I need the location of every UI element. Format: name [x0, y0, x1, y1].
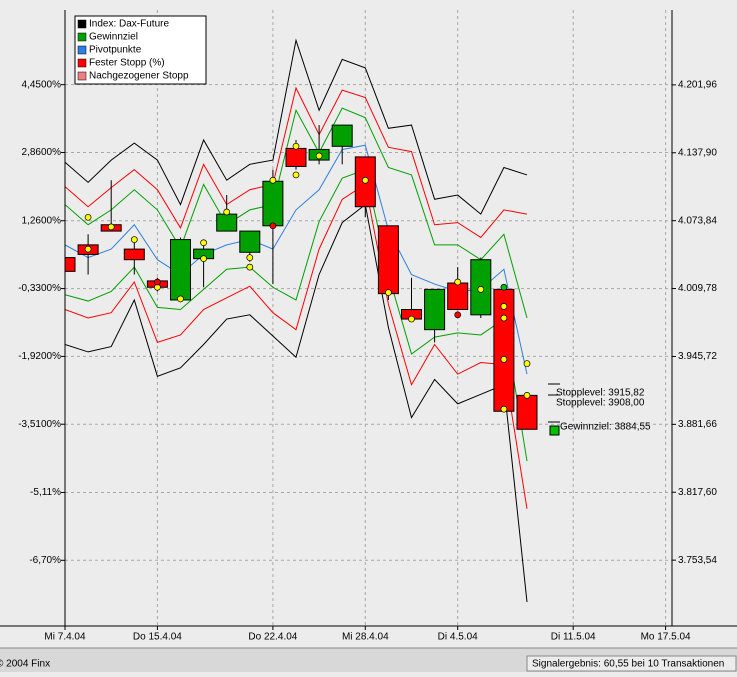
candle-body	[447, 282, 469, 311]
series-line	[65, 107, 528, 319]
y-tick-label: -3,5100%	[18, 419, 61, 430]
signal-marker	[454, 278, 462, 286]
y2-tick-label: 3.945,72	[678, 351, 717, 362]
y2-tick-label: 4.073,84	[678, 215, 717, 226]
legend-label: Gewinnziel	[89, 32, 138, 43]
signal-marker	[269, 222, 277, 230]
signal-marker	[107, 223, 115, 231]
y2-tick-label: 3.881,66	[678, 419, 717, 430]
series-line	[65, 38, 528, 215]
y-tick-label: 2,8600%	[22, 147, 62, 158]
signal-marker	[500, 405, 508, 413]
annotation: Stopplevel: 3915,82	[556, 388, 645, 399]
signal-marker	[292, 142, 300, 150]
x-tick-label: Mo 17.5.04	[641, 632, 691, 643]
series-line	[65, 203, 528, 603]
legend-swatch	[77, 32, 87, 42]
candle-body	[516, 394, 538, 430]
signal-marker	[292, 171, 300, 179]
signal-marker	[200, 239, 207, 247]
x-tick-label: Mi 7.4.04	[44, 632, 86, 643]
signal-marker	[361, 176, 369, 184]
x-tick-label: Do 22.4.04	[248, 632, 297, 643]
candle-body	[262, 180, 284, 227]
signal-marker	[408, 315, 415, 323]
candle-body	[123, 248, 145, 261]
x-tick-label: Do 15.4.04	[133, 632, 182, 643]
candle-body	[285, 147, 307, 167]
y2-tick-label: 4.009,78	[678, 283, 717, 294]
y-tick-label: 4,4500%	[22, 79, 62, 90]
signal-marker	[130, 236, 138, 243]
signal-marker	[84, 245, 92, 253]
y2-tick-label: 3.753,54	[678, 555, 717, 566]
signal-marker	[269, 176, 277, 184]
plot-area	[65, 10, 672, 626]
x-tick-label: Di 4.5.04	[438, 632, 478, 643]
signal-marker	[523, 392, 531, 399]
footer-right: Signalergebnis: 60,55 bei 10 Transaktion…	[532, 659, 724, 670]
signal-marker	[500, 355, 508, 363]
candle-body	[331, 124, 353, 147]
candle-body	[216, 213, 238, 232]
signal-marker	[200, 255, 207, 262]
legend-box	[74, 15, 207, 85]
legend-swatch	[77, 19, 87, 29]
y2-tick-label: 3.817,60	[678, 487, 717, 498]
y-tick-label: 1,2600%	[22, 215, 62, 226]
signal-marker	[454, 311, 462, 319]
signal-marker	[177, 295, 184, 303]
candle-body	[239, 230, 261, 253]
signal-marker	[500, 283, 508, 291]
series-line	[65, 183, 528, 509]
y-tick-label: -1,9200%	[18, 351, 61, 362]
signal-marker	[246, 254, 254, 261]
annotation: Stopplevel: 3908,00	[556, 398, 645, 409]
footer-left: © 2004 Finx	[0, 659, 50, 670]
candle-body	[377, 225, 399, 295]
y-tick-label: -5,11%	[30, 487, 61, 498]
series-line	[65, 168, 528, 462]
y2-tick-label: 4.201,96	[678, 80, 717, 91]
result-box	[526, 655, 737, 672]
legend-label: Nachgezogener Stopp	[89, 71, 189, 82]
signal-marker	[385, 289, 392, 296]
legend-swatch	[77, 45, 87, 55]
y2-tick-label: 4.137,90	[678, 147, 717, 158]
y-tick-label: -0,3300%	[18, 283, 61, 294]
signal-marker	[246, 263, 254, 271]
candle-body	[424, 288, 446, 331]
legend-label: Fester Stopp (%)	[89, 58, 165, 69]
signal-marker	[500, 302, 508, 310]
annotation: Gewinnziel: 3884,55	[560, 422, 651, 433]
legend-swatch	[77, 58, 87, 68]
signal-marker	[84, 213, 92, 221]
series-line	[65, 86, 528, 239]
signal-marker	[523, 360, 531, 367]
signal-marker	[500, 314, 508, 322]
signal-marker	[223, 208, 231, 216]
legend-label: Index: Dax-Future	[89, 19, 169, 30]
candle-body	[65, 257, 76, 272]
x-tick-label: Di 11.5.04	[551, 632, 596, 643]
legend: Index: Dax-Future Gewinnziel Pivotpunkte Fe…	[74, 15, 207, 85]
signal-marker	[315, 152, 323, 160]
x-tick-label: Mi 28.4.04	[342, 632, 389, 643]
legend-swatch	[77, 71, 87, 81]
candle-body	[170, 239, 191, 301]
legend-label: Pivotpunkte	[89, 45, 142, 56]
y-tick-label: -6,70%	[29, 555, 61, 566]
signal-marker	[154, 278, 161, 286]
target-marker	[549, 425, 560, 436]
signal-marker	[477, 286, 485, 293]
